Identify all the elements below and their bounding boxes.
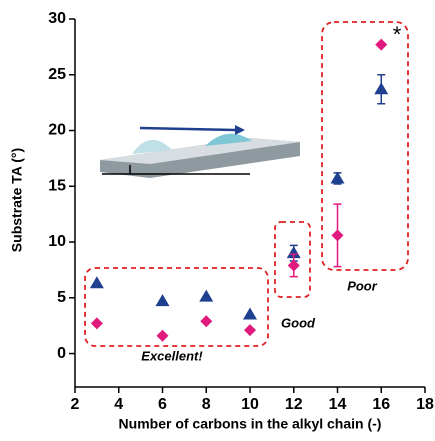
x-tick-label: 12 xyxy=(285,396,303,413)
x-tick-label: 2 xyxy=(71,396,80,413)
x-tick-label: 18 xyxy=(416,396,434,413)
y-tick-label: 15 xyxy=(48,177,66,194)
y-tick-label: 0 xyxy=(57,345,66,362)
x-tick-label: 4 xyxy=(114,396,123,413)
x-tick-label: 6 xyxy=(158,396,167,413)
chart: Number of carbons in the alkyl chain (-)… xyxy=(0,0,435,441)
marker-triangle xyxy=(199,290,213,302)
marker-diamond xyxy=(332,229,344,241)
y-tick-label: 25 xyxy=(48,66,66,83)
x-tick-label: 8 xyxy=(202,396,211,413)
marker-triangle xyxy=(90,276,104,288)
inset-illustration xyxy=(100,125,300,178)
marker-diamond xyxy=(244,324,256,336)
marker-diamond xyxy=(375,39,387,51)
x-axis-label: Number of carbons in the alkyl chain (-) xyxy=(119,416,382,432)
y-tick-label: 30 xyxy=(48,10,66,27)
annotation: Excellent! xyxy=(141,348,203,363)
y-tick-label: 5 xyxy=(57,289,66,306)
y-axis-label: Substrate TA (°) xyxy=(9,148,25,252)
group-boxes xyxy=(85,22,408,346)
y-tick-label: 10 xyxy=(48,233,66,250)
annotation: Good xyxy=(281,315,316,330)
marker-diamond xyxy=(200,315,212,327)
x-tick-label: 16 xyxy=(372,396,390,413)
marker-triangle xyxy=(331,171,345,183)
marker-diamond xyxy=(157,330,169,342)
marker-diamond xyxy=(288,259,300,271)
x-tick-label: 14 xyxy=(329,396,347,413)
y-tick-label: 20 xyxy=(48,122,66,139)
marker-diamond xyxy=(91,317,103,329)
x-tick-label: 10 xyxy=(241,396,259,413)
annotation: * xyxy=(393,22,402,47)
annotation: Poor xyxy=(347,278,378,293)
marker-triangle xyxy=(156,294,170,306)
marker-triangle xyxy=(374,82,388,94)
marker-triangle xyxy=(243,308,257,320)
